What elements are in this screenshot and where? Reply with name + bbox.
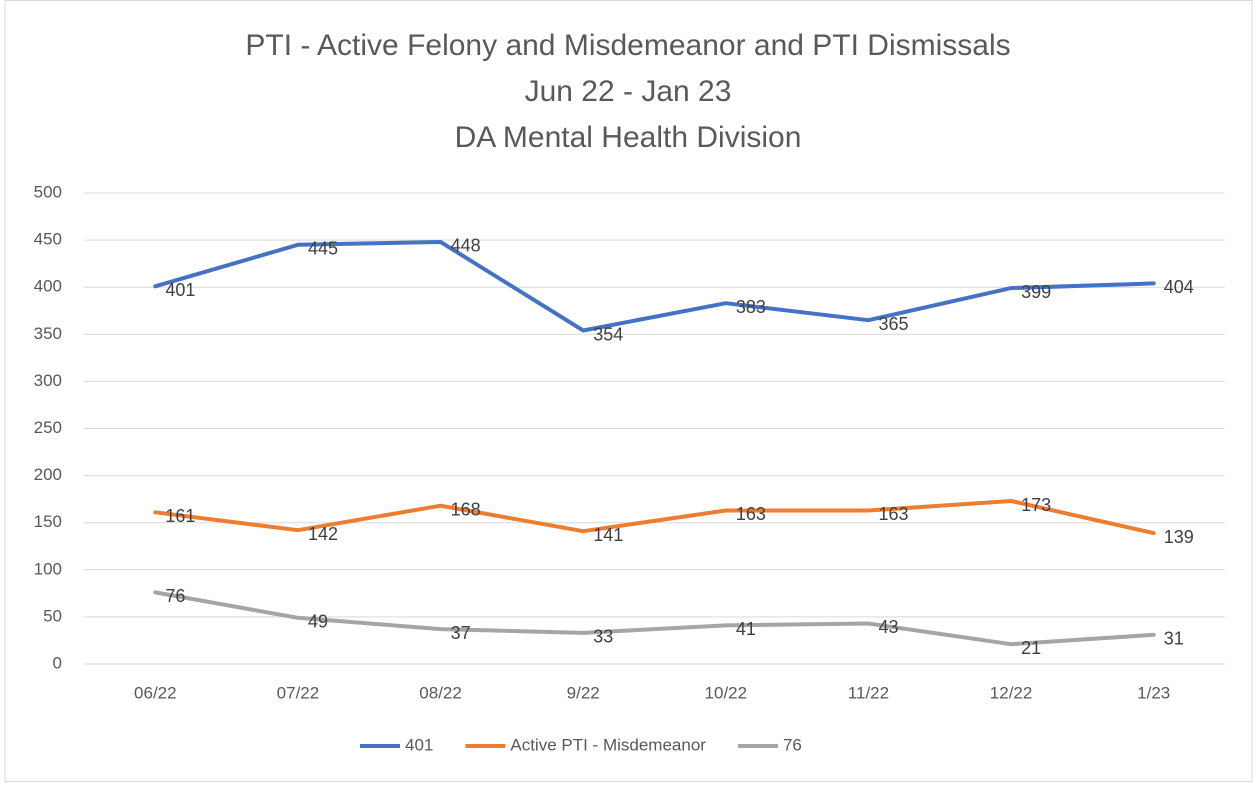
data-label: 141 [593,525,623,545]
legend-label: 76 [783,735,802,754]
x-tick-label: 12/22 [990,683,1033,702]
x-tick-label: 07/22 [277,683,320,702]
data-label: 41 [736,619,756,639]
series-line [153,590,1156,647]
data-label: 139 [1164,527,1194,547]
y-tick-label: 250 [34,418,62,437]
x-tick-label: 9/22 [567,683,600,702]
data-label: 168 [451,499,481,519]
y-tick-label: 100 [34,559,62,578]
data-label: 76 [165,586,185,606]
data-label: 49 [308,612,328,632]
chart-border [4,0,1253,782]
series-line [153,240,1156,333]
data-label: 163 [878,504,908,524]
series-line [153,499,1156,536]
y-tick-label: 50 [43,606,62,625]
data-label: 445 [308,239,338,259]
data-label: 43 [878,617,898,637]
y-tick-label: 350 [34,324,62,343]
y-tick-label: 400 [34,277,62,296]
data-label: 383 [736,297,766,317]
x-tick-label: 06/22 [134,683,177,702]
data-label: 354 [593,324,623,344]
data-label: 33 [593,627,613,647]
data-label: 173 [1021,495,1051,515]
data-label: 161 [165,506,195,526]
data-label: 401 [165,280,195,300]
y-tick-label: 150 [34,512,62,531]
data-label: 399 [1021,282,1051,302]
data-label: 37 [451,623,471,643]
x-tick-label: 10/22 [705,683,748,702]
y-tick-label: 200 [34,465,62,484]
data-label: 163 [736,504,766,524]
x-tick-label: 11/22 [848,683,889,702]
data-label: 142 [308,524,338,544]
chart-title: PTI - Active Felony and Misdemeanor and … [245,29,1010,62]
legend-label: Active PTI - Misdemeanor [510,735,706,754]
chart-title: DA Mental Health Division [455,121,802,154]
y-tick-label: 500 [34,182,62,201]
data-label: 21 [1021,638,1041,658]
x-tick-label: 1/23 [1137,683,1170,702]
legend-label: 401 [405,735,433,754]
data-label: 31 [1164,629,1184,649]
y-tick-label: 450 [34,230,62,249]
y-tick-label: 0 [53,653,62,672]
data-label: 365 [878,314,908,334]
data-label: 404 [1164,277,1194,297]
chart-title: Jun 22 - Jan 23 [525,75,732,108]
x-tick-label: 08/22 [419,683,462,702]
data-label: 448 [451,236,481,256]
y-tick-label: 300 [34,371,62,390]
